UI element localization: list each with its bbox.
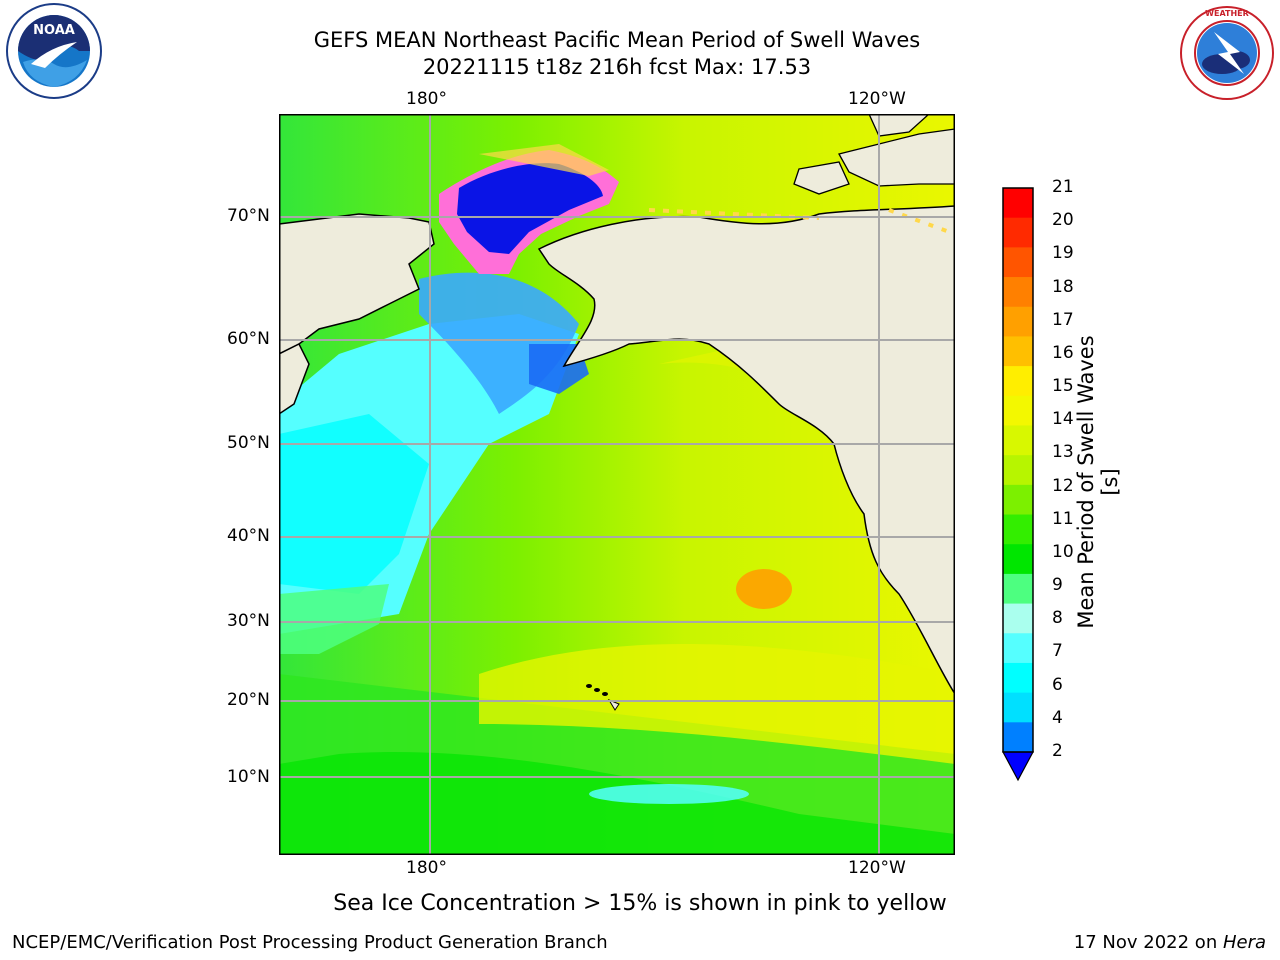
colorbar-tick-label: 21 <box>1052 177 1074 197</box>
noaa-logo-text: NOAA <box>33 23 75 38</box>
colorbar-label: Mean Period of Swell Waves [s] <box>1074 335 1122 629</box>
lon-label-top-180: 180° <box>406 89 447 109</box>
colorbar-segment <box>1003 277 1033 308</box>
colorbar-tick-label: 19 <box>1052 243 1074 264</box>
colorbar-tick-label: 12 <box>1052 475 1074 496</box>
svg-text:WEATHER: WEATHER <box>1205 9 1249 18</box>
colorbar-tick-label: 18 <box>1052 276 1074 297</box>
colorbar-tick-label: 2 <box>1052 741 1063 761</box>
footer-date-text: 17 Nov 2022 on <box>1073 932 1223 953</box>
colorbar-segment <box>1003 573 1033 605</box>
colorbar-tick-label: 15 <box>1052 376 1074 397</box>
lat-label-50n: 50°N <box>227 433 270 453</box>
noaa-logo: NOAA <box>6 3 102 99</box>
colorbar-segment <box>1003 336 1033 367</box>
lat-label-70n: 70°N <box>227 206 270 226</box>
colorbar-segment <box>1003 633 1033 664</box>
colorbar-tick-label: 10 <box>1052 541 1074 562</box>
colorbar-segment <box>1003 306 1033 337</box>
lat-label-60n: 60°N <box>227 329 270 349</box>
colorbar-segment <box>1003 722 1033 753</box>
colorbar-tick-label: 9 <box>1052 575 1063 596</box>
lon-label-bottom-180: 180° <box>406 858 447 878</box>
colorbar-segment <box>1003 514 1033 545</box>
lon-label-bottom-120w: 120°W <box>848 858 906 878</box>
colorbar-segment <box>1003 217 1033 248</box>
colorbar-tick-label: 8 <box>1052 608 1063 629</box>
colorbar-tick-label: 6 <box>1052 674 1063 695</box>
colorbar-tick-label: 13 <box>1052 442 1074 463</box>
colorbar-segment <box>1003 544 1033 575</box>
colorbar-segment <box>1003 395 1033 426</box>
swell-period-map <box>279 114 955 855</box>
graticule <box>279 114 955 855</box>
colorbar-segment <box>1003 662 1033 694</box>
footer-credit: NCEP/EMC/Verification Post Processing Pr… <box>12 932 608 953</box>
colorbar-segment <box>1003 247 1033 278</box>
lat-label-10n: 10°N <box>227 767 270 787</box>
nws-logo: WEATHER <box>1180 6 1274 100</box>
colorbar-segment <box>1003 366 1033 397</box>
colorbar-segment <box>1003 603 1033 634</box>
colorbar-tick-label: 16 <box>1052 342 1074 363</box>
colorbar-segment <box>1003 425 1033 456</box>
sea-ice-caption: Sea Ice Concentration > 15% is shown in … <box>333 891 947 916</box>
colorbar-segment <box>1003 455 1033 486</box>
colorbar-segment <box>1003 692 1033 723</box>
colorbar <box>1001 187 1035 782</box>
lat-label-30n: 30°N <box>227 611 270 631</box>
colorbar-tick-label: 20 <box>1052 210 1074 231</box>
colorbar-segment <box>1003 188 1033 219</box>
lon-label-top-120w: 120°W <box>848 89 906 109</box>
colorbar-tick-label: 11 <box>1052 508 1074 529</box>
colorbar-tick-label: 4 <box>1052 707 1063 728</box>
colorbar-tick-label: 17 <box>1052 309 1074 330</box>
map-title: GEFS MEAN Northeast Pacific Mean Period … <box>313 28 921 52</box>
footer-host: Hera <box>1222 932 1266 953</box>
colorbar-tick-label: 14 <box>1052 409 1074 430</box>
colorbar-segment <box>1003 484 1033 516</box>
colorbar-tick-label: 7 <box>1052 641 1063 662</box>
footer-date: 17 Nov 2022 on Hera <box>1074 932 1266 953</box>
siberia-landmass <box>279 213 435 355</box>
lat-label-20n: 20°N <box>227 690 270 710</box>
map-subtitle: 20221115 t18z 216h fcst Max: 17.53 <box>422 55 812 79</box>
lat-label-40n: 40°N <box>227 526 270 546</box>
north-america-landmass <box>537 205 955 696</box>
